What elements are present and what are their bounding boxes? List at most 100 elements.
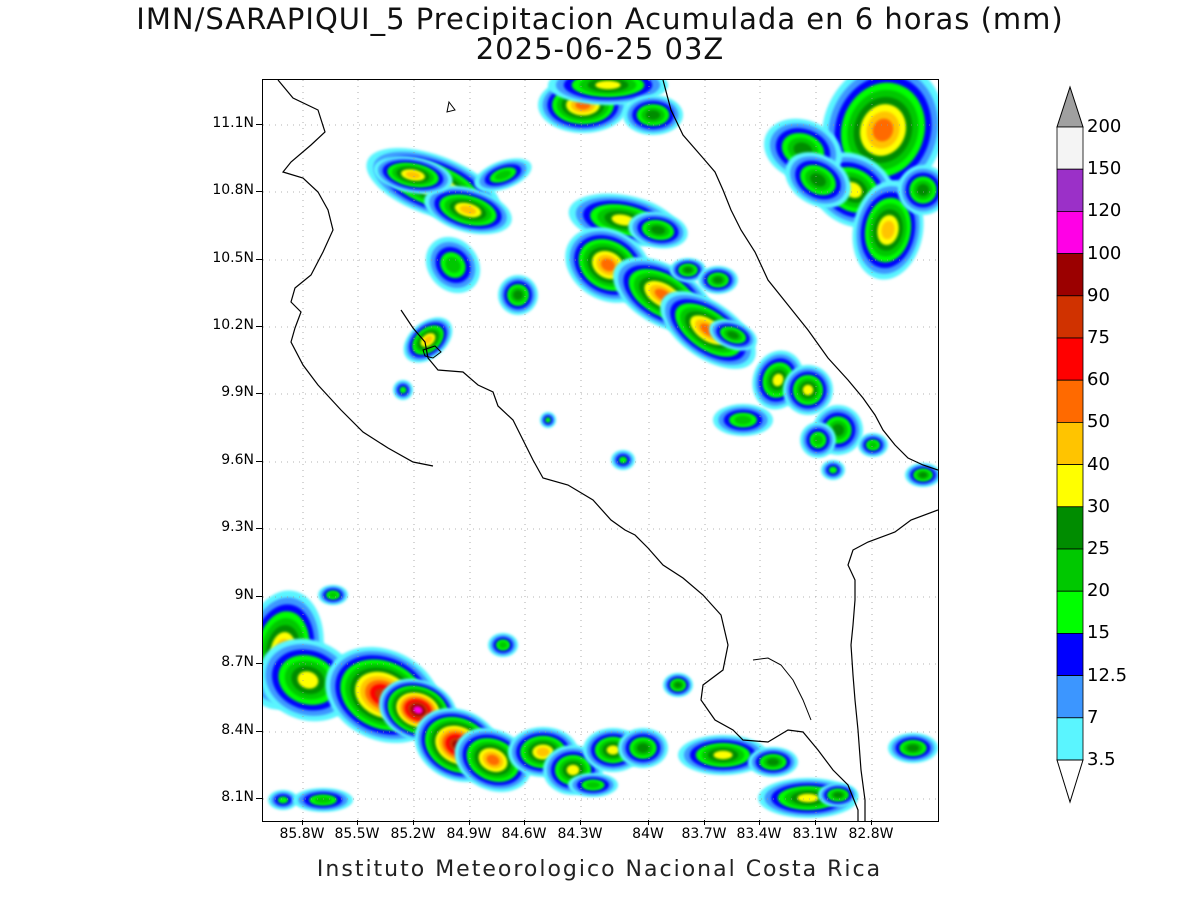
border-costa-rica-nicaragua	[277, 80, 434, 467]
osa-peninsula	[752, 657, 812, 721]
latitude-label: 10.2N	[212, 317, 254, 333]
rain-cell	[898, 165, 938, 215]
rain-contour	[611, 214, 635, 226]
rain-contour	[906, 744, 920, 752]
rain-contour	[494, 170, 512, 180]
latitude-tick	[256, 393, 262, 394]
colorbar-label: 25	[1087, 538, 1110, 559]
colorbar-swatch	[1056, 211, 1084, 255]
rain-cell	[403, 317, 453, 363]
colorbar-label: 7	[1087, 706, 1099, 728]
colorbar-label: 50	[1087, 411, 1110, 433]
latitude-label: 8.4N	[221, 722, 254, 738]
colorbar-swatch	[1056, 421, 1084, 465]
rain-contour	[772, 373, 784, 387]
latitude-label: 9.6N	[221, 452, 254, 468]
longitude-tick	[704, 820, 705, 825]
caribbean-coast	[662, 80, 938, 471]
longitude-tick	[580, 820, 581, 825]
rain-cell	[858, 433, 888, 457]
rain-cell	[852, 180, 924, 280]
colorbar-swatch	[1056, 590, 1084, 634]
colorbar-label: 12.5	[1087, 664, 1128, 686]
rain-contour	[595, 80, 621, 90]
colorbar-swatch	[1056, 717, 1084, 761]
longitude-tick	[302, 820, 303, 825]
rain-cell	[905, 463, 938, 487]
rain-contour	[566, 764, 580, 776]
rain-cell	[474, 158, 532, 192]
precipitation-map	[262, 79, 939, 822]
longitude-tick	[815, 820, 816, 825]
colorbar-over-arrow	[1056, 85, 1084, 128]
longitude-label: 83.4W	[736, 826, 782, 842]
rain-cell	[568, 773, 618, 797]
longitude-tick	[357, 820, 358, 825]
longitude-label: 84.3W	[557, 826, 603, 842]
rain-cell	[800, 422, 836, 458]
longitude-tick	[469, 820, 470, 825]
rain-cell	[670, 258, 706, 282]
rain-contour	[618, 456, 628, 464]
rain-cell	[618, 728, 668, 768]
colorbar-swatch	[1056, 379, 1084, 423]
rain-contour	[812, 434, 824, 446]
longitude-label: 85.8W	[279, 826, 325, 842]
latitude-label: 11.1N	[212, 115, 254, 131]
rain-contour	[766, 758, 780, 766]
rain-contour	[277, 796, 289, 804]
rain-contour	[600, 258, 616, 272]
footer-credit: Instituto Meteorologico Nacional Costa R…	[316, 857, 883, 882]
rain-contour	[727, 331, 739, 339]
colorbar-label: 15	[1087, 622, 1110, 644]
colorbar-label: 60	[1087, 369, 1110, 391]
rain-contour	[650, 225, 666, 235]
rain-contour	[881, 220, 895, 240]
rain-cell	[540, 412, 556, 428]
rain-cell	[373, 155, 453, 195]
colorbar-swatch	[1056, 168, 1084, 212]
rain-contour	[399, 386, 407, 394]
rain-contour	[405, 171, 421, 179]
rain-cell	[454, 727, 532, 793]
rain-cell	[628, 211, 688, 249]
rain-cell	[713, 404, 773, 436]
rain-contour	[645, 110, 661, 120]
rain-contour	[683, 267, 693, 273]
rain-contour	[498, 641, 508, 649]
rain-cell	[748, 747, 798, 777]
rain-cell	[611, 450, 635, 470]
latitude-tick	[256, 798, 262, 799]
latitude-label: 10.5N	[212, 250, 254, 266]
longitude-label: 85.5W	[334, 826, 380, 842]
latitude-tick	[256, 191, 262, 192]
rain-contour	[734, 415, 752, 425]
rain-contour	[328, 592, 338, 598]
rain-contour	[797, 793, 819, 803]
map-title: IMN/SARAPIQUI_5 Precipitacion Acumulada …	[136, 2, 1064, 36]
colorbar-label: 120	[1087, 200, 1122, 222]
latitude-label: 8.1N	[221, 789, 254, 805]
color-scale-bar	[1056, 85, 1084, 804]
rain-contour	[413, 706, 423, 714]
rain-contour	[713, 276, 723, 284]
rain-contour	[833, 792, 843, 798]
longitude-label: 82.8W	[848, 826, 894, 842]
border-costa-rica-panama	[847, 509, 938, 821]
colorbar-label: 3.5	[1087, 749, 1116, 770]
colorbar-swatch	[1056, 548, 1084, 592]
rain-contour	[802, 384, 814, 396]
rain-cell	[663, 673, 693, 697]
nicoya-gulf-coast	[400, 309, 859, 821]
colorbar-label: 150	[1087, 158, 1122, 180]
rain-contour	[536, 747, 550, 757]
coastline	[277, 80, 938, 821]
colorbar-label: 75	[1087, 327, 1110, 348]
rain-contour	[445, 256, 461, 274]
rain-cell	[818, 783, 858, 807]
rain-cell	[888, 733, 938, 763]
longitude-tick	[413, 820, 414, 825]
map-valid-time: 2025-06-25 03Z	[475, 32, 725, 66]
colorbar-label: 90	[1087, 284, 1110, 306]
colorbar-swatch	[1056, 464, 1084, 508]
